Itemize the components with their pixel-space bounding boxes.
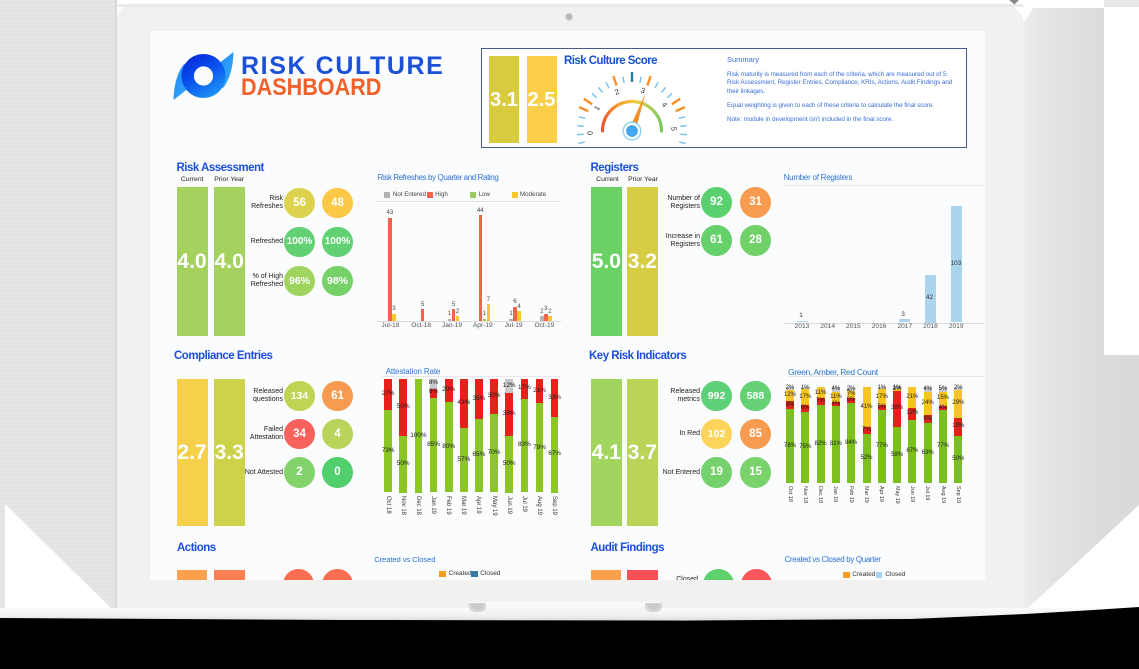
svg-text:0: 0 [586,131,595,136]
svg-text:3: 3 [640,86,646,96]
svg-text:2: 2 [613,87,620,97]
svg-text:4: 4 [660,100,670,109]
svg-text:1: 1 [592,104,602,112]
svg-text:5: 5 [669,126,678,131]
